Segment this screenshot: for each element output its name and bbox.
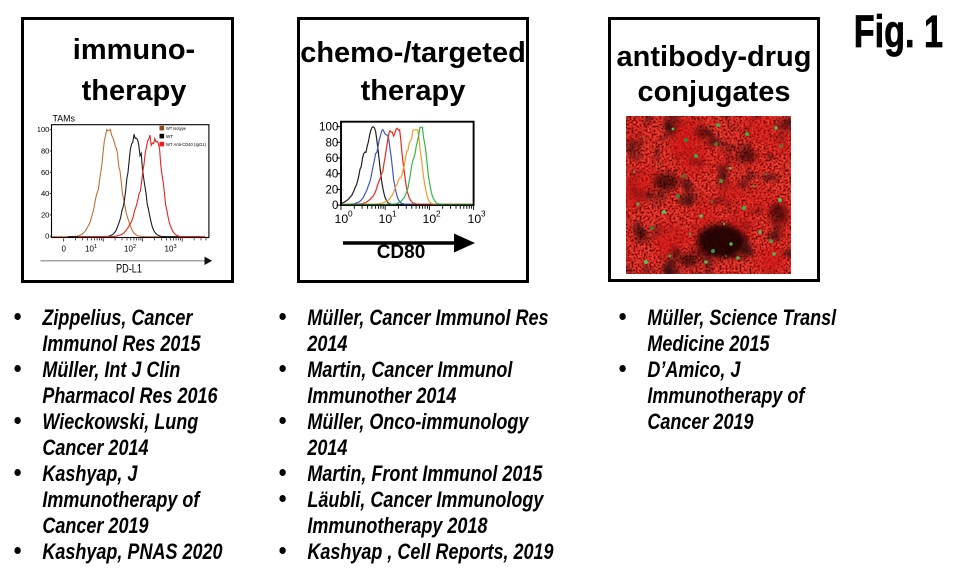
svg-text:100: 100 <box>38 125 49 134</box>
svg-text:10: 10 <box>165 245 174 254</box>
svg-text:10: 10 <box>468 212 482 226</box>
svg-text:1: 1 <box>94 244 97 250</box>
svg-text:60: 60 <box>325 152 338 165</box>
svg-text:80: 80 <box>325 136 338 149</box>
svg-text:PD-L1: PD-L1 <box>116 264 142 276</box>
svg-text:WT Isotype: WT Isotype <box>166 126 186 131</box>
svg-text:0: 0 <box>332 199 338 212</box>
svg-text:3: 3 <box>173 244 176 250</box>
svg-text:WT Anti-CD40 (IgG1): WT Anti-CD40 (IgG1) <box>166 142 206 147</box>
svg-text:1: 1 <box>392 209 397 219</box>
svg-text:0: 0 <box>61 245 66 254</box>
svg-text:0: 0 <box>348 209 353 219</box>
svg-text:WT: WT <box>166 134 173 139</box>
svg-text:80: 80 <box>41 147 49 156</box>
svg-text:20: 20 <box>325 183 338 196</box>
svg-text:10: 10 <box>335 212 349 226</box>
svg-text:40: 40 <box>41 189 49 198</box>
svg-text:2: 2 <box>133 244 136 250</box>
svg-text:TAMs: TAMs <box>53 114 76 125</box>
svg-text:20: 20 <box>41 210 49 219</box>
svg-text:10: 10 <box>423 212 437 226</box>
svg-text:10: 10 <box>379 212 393 226</box>
svg-text:60: 60 <box>41 168 49 177</box>
svg-text:10: 10 <box>124 245 133 254</box>
svg-text:40: 40 <box>325 168 338 181</box>
svg-text:CD80: CD80 <box>377 242 426 263</box>
svg-text:2: 2 <box>436 209 441 219</box>
svg-text:3: 3 <box>481 209 486 219</box>
svg-text:100: 100 <box>319 121 338 134</box>
svg-text:10: 10 <box>85 245 94 254</box>
svg-text:0: 0 <box>45 232 49 241</box>
